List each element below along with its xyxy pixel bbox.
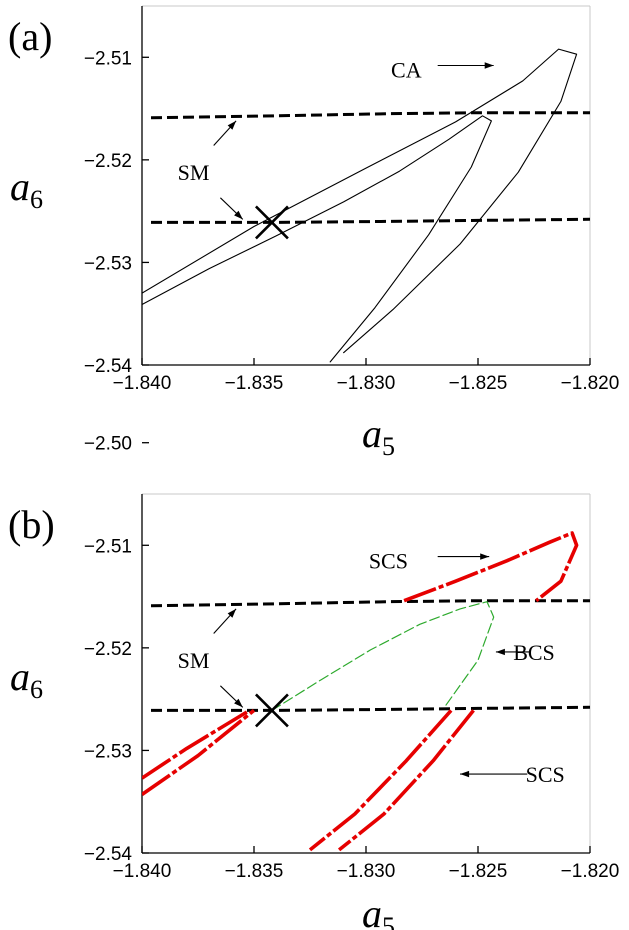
y-tick-label: −2.52 [84, 151, 132, 172]
arrow-head [227, 608, 237, 618]
arrow-head [227, 120, 237, 130]
arrow-head [495, 648, 505, 656]
y-tick-label: −2.54 [84, 356, 133, 377]
y-tick-label: −2.50 [84, 434, 132, 455]
sm-curve [150, 599, 590, 608]
y-axis-label-sub: 6 [30, 675, 43, 704]
panel-a: −2.50 −2.51 −2.52 −2.53 −2.54−1.840 −1.835 −1.… [8, 5, 620, 461]
y-axis-label: a6 [10, 654, 43, 704]
fixed-point-marker [255, 205, 289, 240]
annotation-ca: CA [391, 58, 422, 83]
x-axis-label: a5 [362, 891, 395, 930]
annotation-sm: SM [178, 160, 210, 185]
y-tick-label: −2.51 [84, 48, 132, 69]
arrow-head [480, 553, 490, 560]
scs-curve [337, 709, 475, 852]
x-tick-label: −1.825 [449, 861, 508, 882]
x-axis-label: a5 [362, 411, 395, 461]
panel-b: −2.50 −2.51 −2.52 −2.53 −2.54−1.840 −1.835 −1.… [8, 434, 619, 930]
x-tick-label: −1.830 [337, 861, 396, 882]
x-tick-label: −1.820 [561, 861, 620, 882]
y-tick-label: −2.54 [84, 844, 133, 865]
sm-curve [150, 111, 590, 120]
ca-curve [142, 115, 492, 363]
y-tick-label: −2.51 [84, 536, 132, 557]
scs-curve [142, 708, 256, 796]
x-tick-label: −1.840 [113, 861, 172, 882]
ca-curve [142, 48, 578, 354]
panel-label: (b) [8, 502, 55, 547]
marker-stroke [255, 693, 289, 728]
annotation-scs: SCS [526, 762, 565, 787]
y-axis-label-sub: 6 [30, 185, 43, 214]
annotation-sm: SM [178, 648, 210, 673]
x-tick-label: −1.835 [225, 861, 284, 882]
x-tick-label: −1.840 [113, 373, 172, 394]
y-tick-label: −2.53 [84, 253, 132, 274]
plot-area [142, 531, 590, 852]
scs-curve [142, 708, 251, 780]
panel-label: (a) [8, 14, 52, 59]
y-tick-label: −2.52 [84, 639, 132, 660]
fixed-point-marker [255, 693, 289, 728]
scs-curve [403, 531, 579, 603]
arrow-head [234, 210, 243, 220]
x-tick-label: −1.820 [561, 373, 620, 394]
x-tick-label: −1.825 [449, 373, 508, 394]
x-tick-label: −1.835 [225, 373, 284, 394]
arrow-head [234, 698, 243, 708]
bcs-curve [271, 601, 495, 712]
arrow-head [484, 62, 494, 69]
arrow-head [460, 770, 470, 778]
marker-stroke [255, 205, 289, 240]
sm-curve [151, 705, 590, 712]
annotation-scs: SCS [369, 549, 408, 574]
x-axis-label-sub: 5 [382, 432, 395, 461]
x-axis-label-sub: 5 [382, 912, 395, 930]
plot-area [142, 48, 590, 363]
y-tick-label: −2.53 [84, 741, 132, 762]
x-tick-label: −1.830 [337, 373, 396, 394]
sm-curve [151, 217, 590, 224]
scs-curve [308, 709, 453, 852]
y-axis-label: a6 [10, 164, 43, 214]
